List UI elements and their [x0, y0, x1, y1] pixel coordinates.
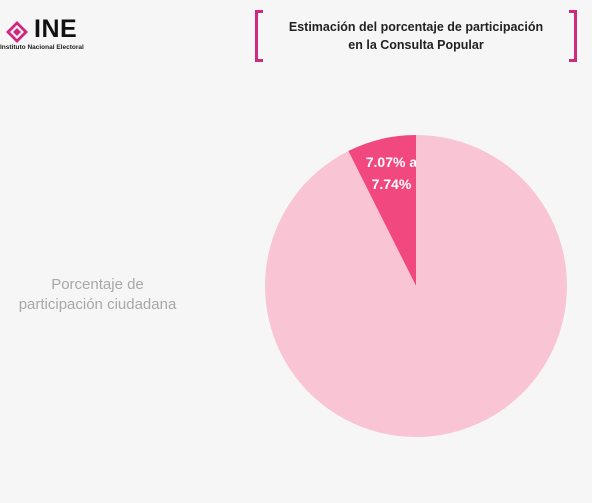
participation-pie-chart: 7.07% a 7.74% [265, 135, 567, 437]
pie-slice-label-line-2: 7.74% [372, 176, 412, 192]
pie-slice-0 [348, 135, 416, 286]
chart-title-line-2: en la Consulta Popular [348, 38, 484, 52]
chart-title-line-1: Estimación del porcentaje de participaci… [288, 20, 544, 34]
participation-label-line-1: Porcentaje de [51, 276, 144, 293]
title-bracket-left [255, 10, 263, 62]
ine-logo-mark-icon [6, 21, 28, 43]
logo-text: INE [34, 15, 78, 43]
participation-label-line-2: participación ciudadana [18, 296, 177, 313]
logo-subtitle: Instituto Nacional Electoral [0, 44, 84, 51]
chart-title: Estimación del porcentaje de participaci… [265, 18, 567, 54]
pie-slice-label-line-1: 7.07% a [366, 154, 418, 170]
pie-slice-1 [265, 135, 567, 437]
ine-logo: INE Instituto Nacional Electoral [0, 14, 120, 54]
pie-slice-label-0: 7.07% a 7.74% [366, 154, 418, 192]
participation-label: Porcentaje de participación ciudadana [0, 275, 195, 315]
chart-title-box: Estimación del porcentaje de participaci… [255, 10, 577, 62]
title-bracket-right [569, 10, 577, 62]
